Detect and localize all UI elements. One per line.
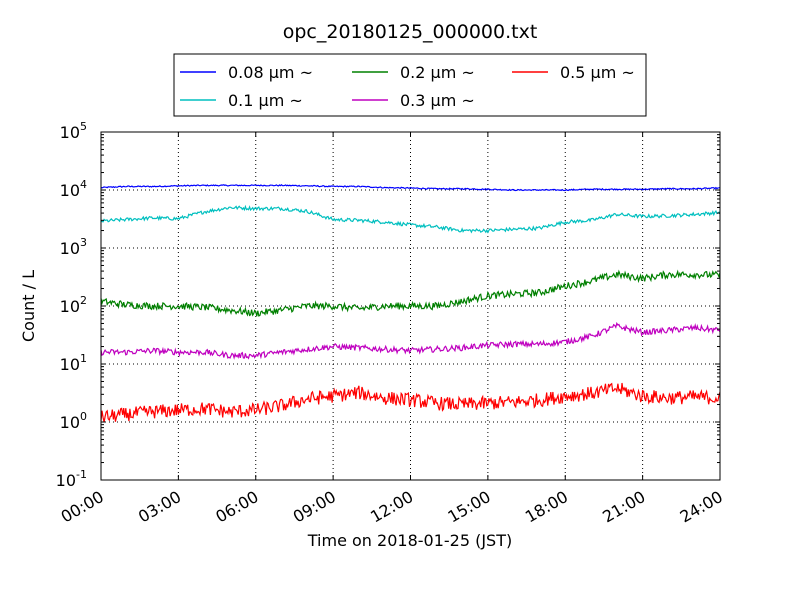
legend-label: 0.5 μm ~ bbox=[560, 63, 635, 82]
series-line-0 bbox=[100, 184, 721, 192]
legend-label: 0.08 μm ~ bbox=[228, 63, 313, 82]
legend-box bbox=[173, 53, 647, 117]
series-lines bbox=[100, 184, 721, 423]
series-line-2 bbox=[100, 269, 721, 317]
series-line-4 bbox=[100, 382, 721, 423]
legend: 0.08 μm ~ 0.1 μm ~ 0.2 μm ~ 0.3 μm ~ 0.5 μm … bbox=[173, 53, 647, 117]
chart-title: opc_20180125_000000.txt bbox=[283, 21, 538, 43]
series-line-3 bbox=[100, 321, 721, 360]
series-line-1 bbox=[100, 204, 721, 234]
legend-label: 0.3 μm ~ bbox=[400, 91, 475, 110]
y-axis-label: Count / L bbox=[19, 270, 38, 342]
x-axis-label: Time on 2018-01-25 (JST) bbox=[307, 531, 512, 550]
legend-label: 0.2 μm ~ bbox=[400, 63, 475, 82]
legend-label: 0.1 μm ~ bbox=[228, 91, 303, 110]
